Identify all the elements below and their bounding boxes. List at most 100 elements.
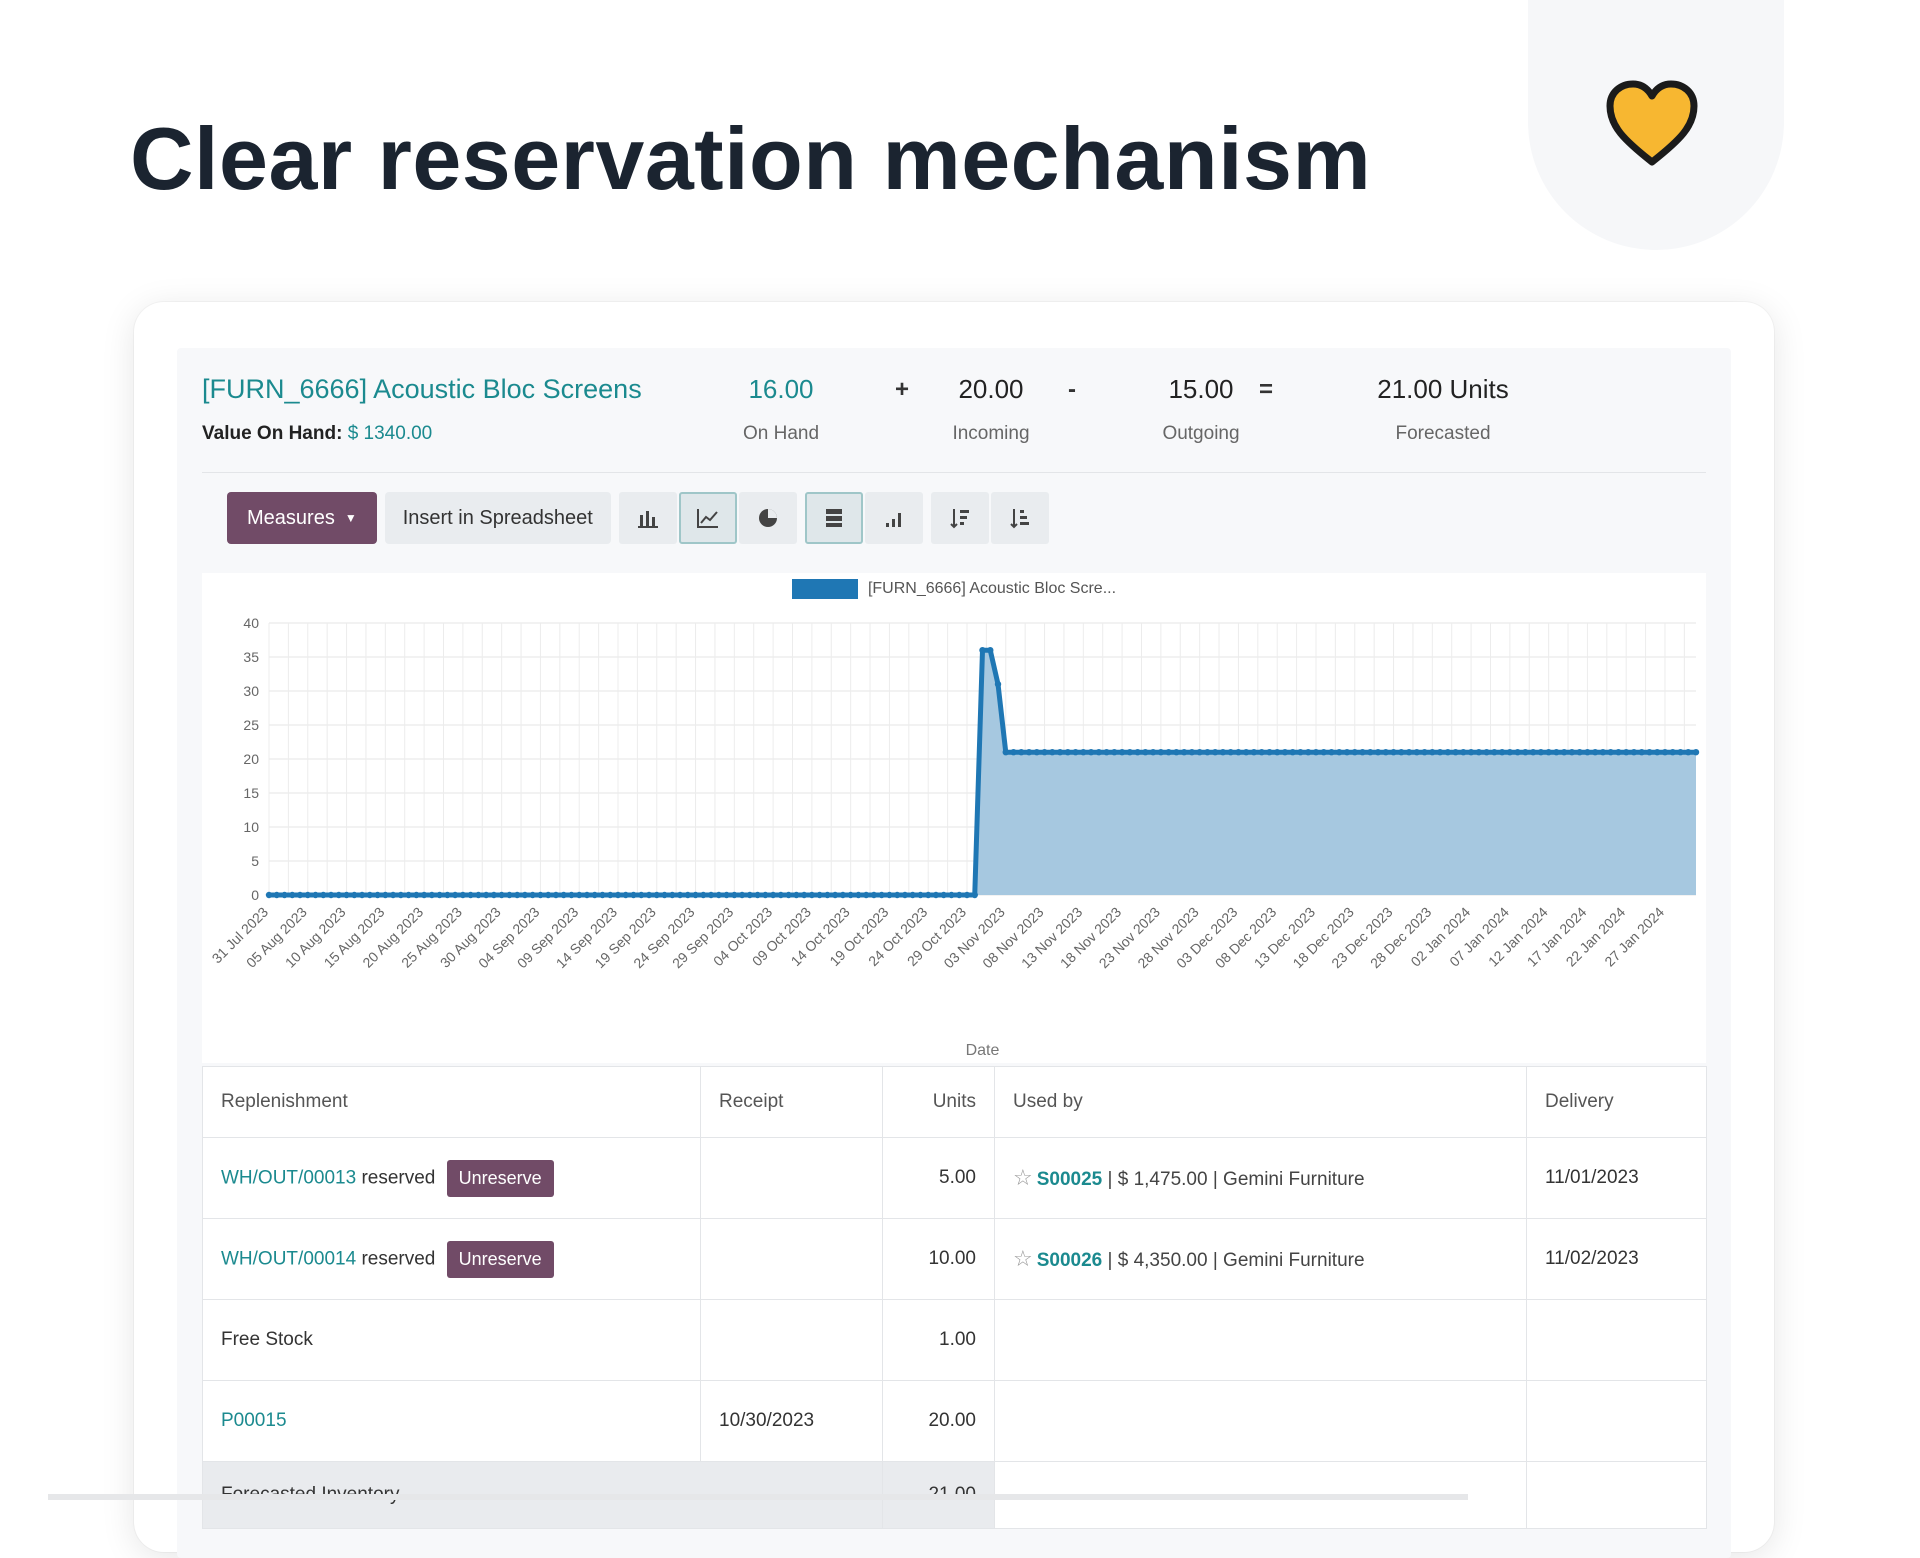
bar-chart-icon — [637, 511, 658, 528]
kpi-incoming: 20.00 Incoming — [916, 374, 1066, 445]
data-point — [614, 891, 622, 899]
y-tick-label: 20 — [243, 751, 259, 767]
data-point — [358, 891, 366, 899]
data-point — [1514, 749, 1521, 756]
stacked-toggle[interactable] — [804, 492, 863, 544]
data-point — [467, 891, 474, 899]
data-point — [1025, 749, 1033, 756]
sale-order-link[interactable]: S00025 — [1036, 1169, 1103, 1190]
data-point — [855, 891, 862, 899]
picking-link[interactable]: WH/OUT/00013 — [221, 1167, 357, 1189]
sale-order-link[interactable]: S00026 — [1036, 1250, 1103, 1271]
data-point — [1072, 749, 1079, 756]
unreserve-button[interactable]: Unreserve — [446, 1240, 554, 1278]
data-point — [343, 891, 350, 899]
caret-down-icon: ▼ — [344, 511, 357, 525]
data-point — [1227, 749, 1234, 756]
data-point — [1049, 749, 1056, 756]
card-bottom-edge — [48, 1494, 1468, 1500]
y-tick-label: 35 — [243, 649, 259, 665]
sort-ascending-button[interactable] — [990, 492, 1049, 544]
picking-link[interactable]: WH/OUT/00014 — [221, 1248, 357, 1270]
table-header-row: Replenishment Receipt Units Used by Deli… — [202, 1066, 1707, 1138]
data-point — [870, 891, 878, 899]
data-point — [754, 891, 761, 899]
col-header-used-by: Used by — [994, 1066, 1527, 1138]
data-point — [607, 891, 614, 899]
data-point — [304, 891, 311, 899]
data-point — [560, 891, 567, 899]
pie-chart-button[interactable] — [738, 492, 797, 544]
data-point — [893, 891, 901, 899]
data-point — [653, 891, 660, 899]
data-point — [638, 891, 645, 899]
data-point — [351, 891, 358, 899]
data-point — [738, 891, 746, 899]
data-point — [482, 891, 490, 899]
data-point — [762, 891, 769, 899]
data-point — [1382, 749, 1389, 756]
data-point — [273, 891, 280, 899]
data-point — [1180, 749, 1188, 756]
data-point — [1483, 749, 1490, 756]
data-point — [568, 891, 575, 899]
data-point — [1010, 749, 1017, 756]
insert-in-spreadsheet-button[interactable]: Insert in Spreadsheet — [384, 492, 611, 544]
data-point — [513, 891, 521, 899]
data-point — [1661, 749, 1669, 756]
replenishment-cell: WH/OUT/00013 reserved Unreserve — [202, 1137, 701, 1219]
forecast-report-panel: [FURN_6666] Acoustic Bloc Screens Value … — [177, 348, 1731, 1558]
data-point — [800, 891, 808, 899]
data-point — [459, 891, 467, 899]
purchase-order-link[interactable]: P00015 — [221, 1410, 287, 1431]
table-row-free-stock: Free Stock 1.00 — [202, 1299, 1707, 1381]
data-point — [994, 681, 1002, 688]
data-point — [661, 891, 668, 899]
data-point — [1405, 749, 1413, 756]
units-cell: 10.00 — [882, 1218, 995, 1300]
sort-descending-button[interactable] — [930, 492, 989, 544]
line-chart-button[interactable] — [678, 492, 737, 544]
data-point — [932, 891, 940, 899]
data-point — [1576, 749, 1583, 756]
data-point — [793, 891, 800, 899]
data-point — [731, 891, 738, 899]
data-point — [498, 891, 505, 899]
kpi-on-hand-label: On Hand — [742, 423, 820, 444]
data-point — [1374, 749, 1382, 756]
data-point — [1196, 749, 1203, 756]
data-point — [1142, 749, 1149, 756]
data-point — [1498, 749, 1506, 756]
data-point — [1677, 749, 1684, 756]
data-point — [1018, 749, 1025, 756]
screenshot-card: [FURN_6666] Acoustic Bloc Screens Value … — [134, 302, 1774, 1558]
data-point — [389, 891, 397, 899]
star-icon[interactable]: ☆ — [1013, 1246, 1033, 1271]
sale-order-details: | $ 1,475.00 | Gemini Furniture — [1102, 1169, 1365, 1190]
used-by-cell: ☆ S00025 | $ 1,475.00 | Gemini Furniture — [994, 1137, 1527, 1219]
data-point — [1421, 749, 1428, 756]
kpi-outgoing-value: 15.00 — [1168, 374, 1234, 404]
data-point — [847, 891, 854, 899]
data-point — [1413, 749, 1421, 756]
y-tick-label: 5 — [251, 853, 259, 869]
unreserve-button[interactable]: Unreserve — [446, 1159, 554, 1197]
units-cell: 20.00 — [882, 1380, 995, 1462]
data-point — [366, 891, 374, 899]
data-point — [490, 891, 498, 899]
value-on-hand: Value On Hand: $ 1340.00 — [202, 423, 432, 445]
star-icon[interactable]: ☆ — [1013, 1165, 1033, 1190]
bar-chart-button[interactable] — [618, 492, 677, 544]
data-point — [436, 891, 443, 899]
receipt-cell: 10/30/2023 — [700, 1380, 883, 1462]
measures-dropdown[interactable]: Measures ▼ — [227, 492, 377, 544]
data-point — [599, 891, 606, 899]
data-point — [1685, 749, 1692, 756]
delivery-cell: 11/02/2023 — [1526, 1218, 1707, 1300]
data-point — [1033, 749, 1040, 756]
chart-legend[interactable]: [FURN_6666] Acoustic Bloc Scre... — [202, 579, 1706, 599]
data-point — [777, 891, 785, 899]
data-point — [1506, 749, 1514, 756]
product-name-link[interactable]: [FURN_6666] Acoustic Bloc Screens — [202, 374, 642, 404]
cumulative-toggle[interactable] — [864, 492, 923, 544]
